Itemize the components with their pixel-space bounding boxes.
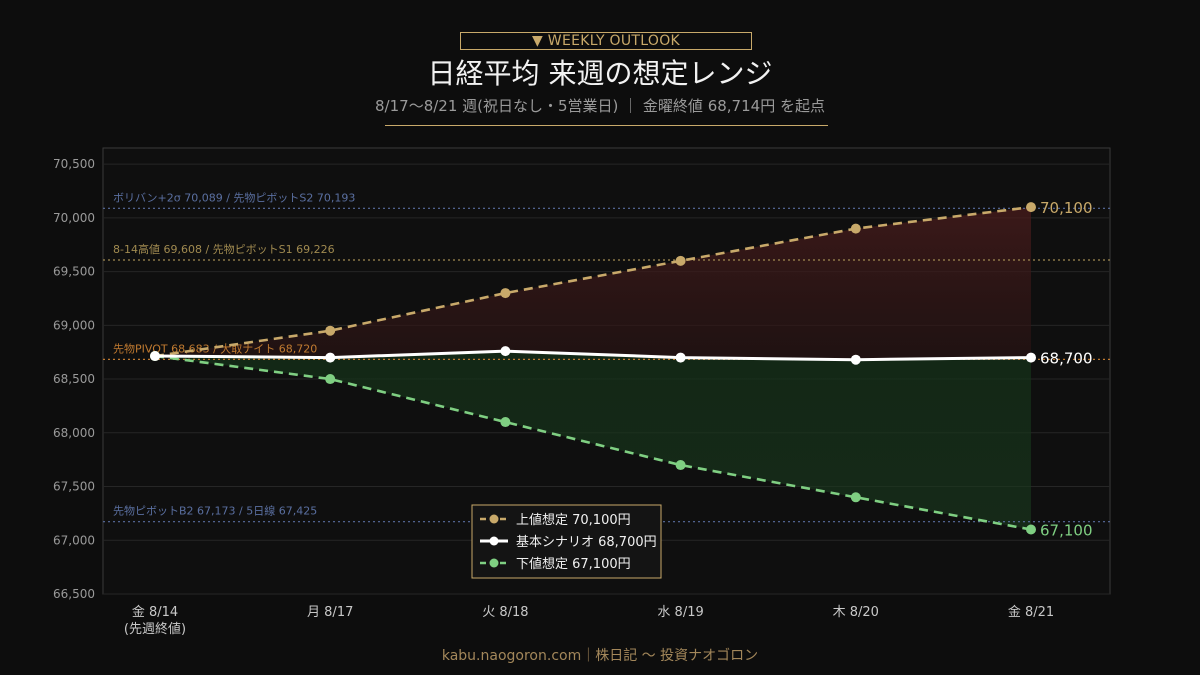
data-point-base	[325, 352, 336, 363]
data-point-base	[675, 352, 686, 363]
data-point-lower	[325, 374, 336, 385]
data-point-lower	[675, 460, 686, 471]
upper-range-fill	[155, 207, 1031, 360]
y-tick-label: 68,500	[53, 372, 95, 386]
page-subtitle: 8/17〜8/21 週(祝日なし・5営業日) ｜ 金曜終値 68,714円 を起…	[375, 97, 825, 115]
x-tick-label: 火 8/18	[482, 605, 528, 620]
series-line-base	[154, 349, 1032, 362]
data-point-lower	[1026, 524, 1036, 535]
legend-label-base: 基本シナリオ 68,700円	[516, 535, 657, 550]
data-point-upper	[1026, 202, 1036, 213]
y-tick-label: 68,000	[53, 426, 95, 440]
data-point-upper	[850, 223, 861, 234]
lower-range-fill	[155, 351, 1031, 530]
end-label-upper: 70,100	[1040, 199, 1093, 217]
y-tick-label: 70,000	[53, 211, 95, 225]
x-tick-label: 金 8/21	[1008, 604, 1054, 620]
x-tick-label: 金 8/14	[132, 604, 178, 620]
legend-marker-lower	[489, 558, 499, 568]
data-point-upper	[325, 325, 336, 336]
legend-marker-base	[489, 536, 499, 546]
data-point-upper	[500, 288, 511, 299]
x-tick-label: 月 8/17	[307, 605, 353, 620]
reference-line-label: ボリバン+2σ 70,089 / 先物ピボットS2 70,193	[113, 190, 355, 204]
legend-label-upper: 上値想定 70,100円	[516, 512, 631, 528]
legend-label-lower: 下値想定 67,100円	[516, 556, 631, 572]
y-tick-label: 67,500	[53, 480, 95, 494]
reference-line-label: 8-14高値 69,608 / 先物ピボットS1 69,226	[113, 242, 335, 256]
data-point-base	[150, 351, 160, 362]
data-point-lower	[500, 417, 511, 428]
page-title: 日経平均 来週の想定レンジ	[427, 57, 773, 90]
y-tick-label: 70,500	[53, 157, 95, 171]
end-label-base: 68,700	[1040, 350, 1093, 368]
data-point-upper	[675, 255, 686, 266]
data-point-base	[850, 354, 861, 365]
data-point-lower	[850, 492, 861, 503]
data-point-base	[1026, 352, 1036, 363]
series-line-upper	[154, 205, 1032, 358]
x-tick-label: (先週終値)	[124, 621, 186, 637]
y-tick-label: 66,500	[53, 587, 95, 601]
footer-credit: kabu.naogoron.com｜株日記 〜 投資ナオゴロン	[441, 648, 759, 664]
x-tick-label: 水 8/19	[657, 605, 703, 620]
end-label-lower: 67,100	[1040, 522, 1093, 540]
y-tick-label: 69,000	[53, 318, 95, 332]
title-divider	[385, 125, 828, 126]
y-tick-label: 69,500	[53, 265, 95, 279]
legend-marker-upper	[489, 514, 499, 524]
data-point-base	[500, 346, 511, 357]
x-tick-label: 木 8/20	[833, 605, 879, 620]
y-tick-label: 67,000	[53, 533, 95, 547]
weekly-outlook-badge: ▼ WEEKLY OUTLOOK	[460, 32, 752, 50]
reference-line-label: 先物ピボットB2 67,173 / 5日線 67,425	[113, 504, 317, 518]
